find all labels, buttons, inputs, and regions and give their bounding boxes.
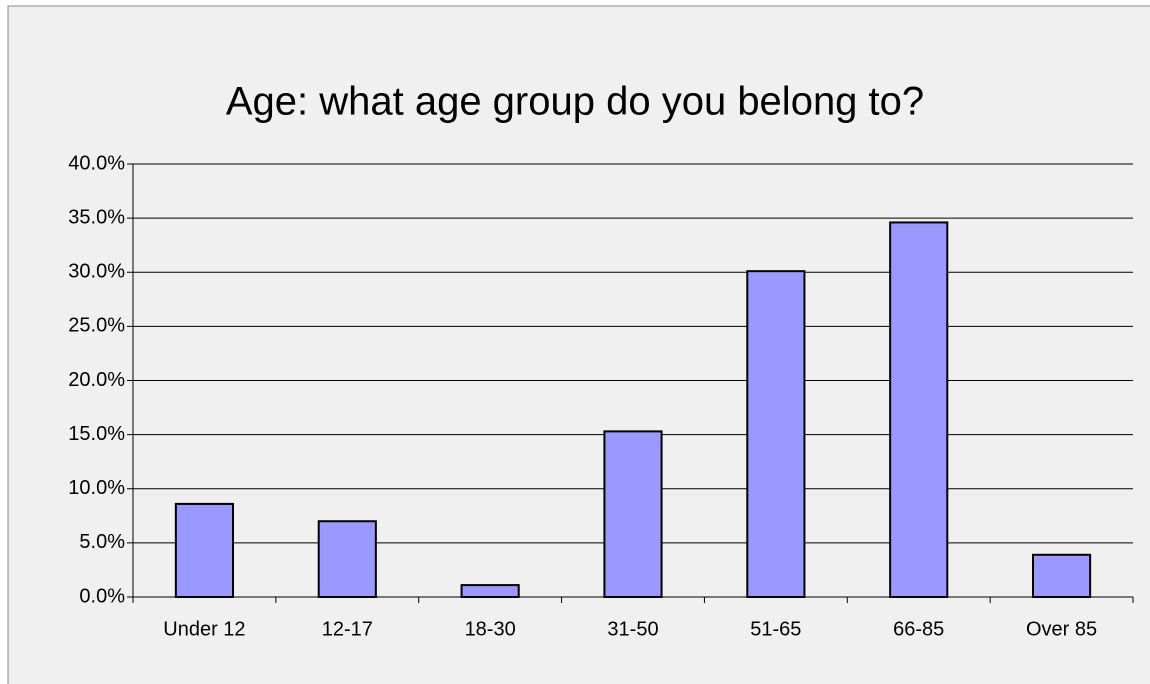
y-tick-label: 25.0% xyxy=(68,315,125,337)
bar xyxy=(1032,553,1092,598)
x-tick-label: 66-85 xyxy=(893,618,944,640)
x-tick-label: 31-50 xyxy=(607,618,658,640)
bar xyxy=(174,502,235,598)
y-tick-label: 5.0% xyxy=(79,531,125,553)
chart-title: Age: what age group do you belong to? xyxy=(226,80,924,124)
y-tick-label: 10.0% xyxy=(68,477,125,499)
x-tick-label: 51-65 xyxy=(750,618,801,640)
bar xyxy=(460,584,520,599)
x-tick-label: 18-30 xyxy=(465,618,516,640)
bar xyxy=(746,270,806,598)
y-tick-label: 15.0% xyxy=(68,423,125,445)
bar xyxy=(603,430,663,598)
y-tick-label: 20.0% xyxy=(68,369,125,391)
y-tick-label: 0.0% xyxy=(79,585,125,607)
x-tick-label: Over 85 xyxy=(1026,618,1097,640)
y-tick-label: 35.0% xyxy=(68,206,125,228)
y-tick-label: 30.0% xyxy=(68,261,125,283)
x-tick-label: Under 12 xyxy=(163,618,245,640)
y-tick-label: 40.0% xyxy=(68,152,125,174)
bar xyxy=(889,221,949,599)
x-tick-label: 12-17 xyxy=(322,618,373,640)
bar xyxy=(317,520,377,598)
